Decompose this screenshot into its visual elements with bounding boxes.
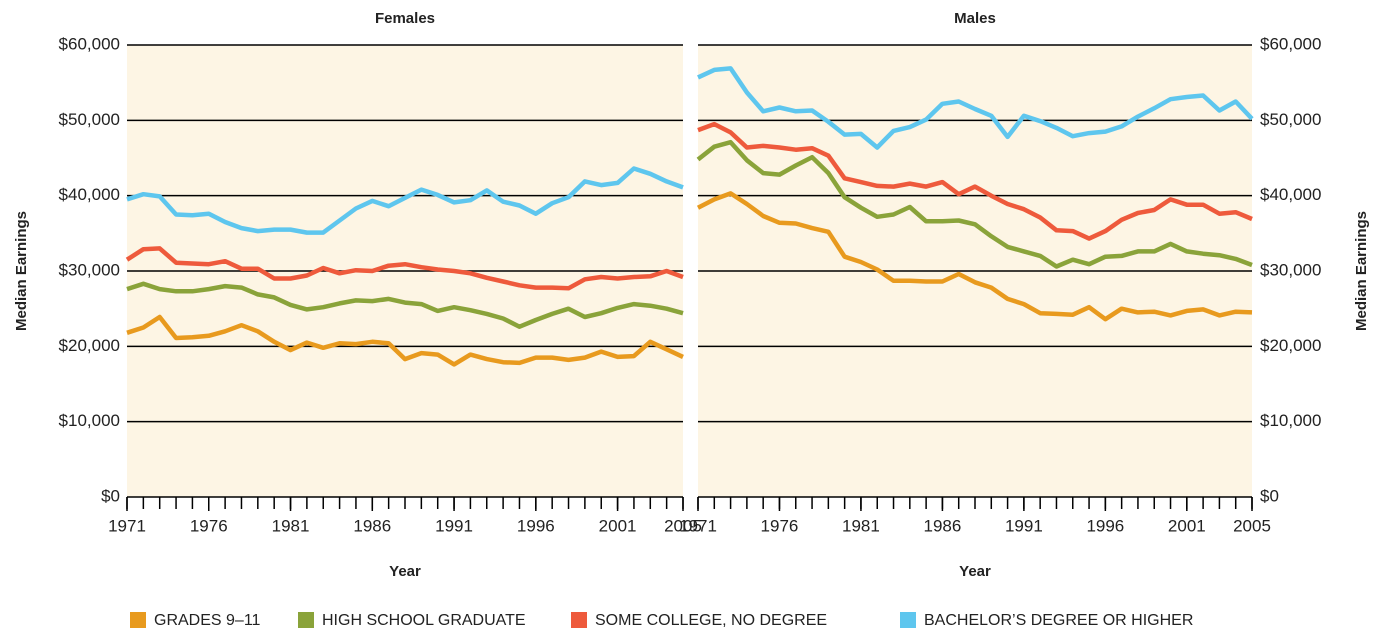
- x-tick-label: 1971: [108, 516, 146, 535]
- x-tick-label: 2001: [599, 516, 637, 535]
- legend-swatch: [900, 612, 916, 628]
- x-tick-label: 1981: [272, 516, 310, 535]
- x-tick-label: 1971: [679, 516, 717, 535]
- x-tick-label: 2005: [664, 516, 702, 535]
- y-tick-label: $30,000: [59, 260, 120, 279]
- legend-swatch: [571, 612, 587, 628]
- x-tick-label: 2001: [1168, 516, 1206, 535]
- series-line: [126, 314, 684, 367]
- y-tick-label: $60,000: [59, 34, 120, 53]
- panel-title: Males: [954, 10, 996, 27]
- legend-label: BACHELOR’S DEGREE OR HIGHER: [924, 612, 1193, 629]
- x-tick-label: 1996: [1086, 516, 1124, 535]
- y-tick-label: $0: [101, 486, 120, 505]
- x-tick-label: 2005: [1233, 516, 1271, 535]
- x-axis-title: Year: [389, 563, 421, 580]
- panel-title: Females: [375, 10, 435, 27]
- series-line: [696, 191, 1253, 322]
- x-tick-label: 1996: [517, 516, 555, 535]
- x-axis-title: Year: [959, 563, 991, 580]
- series-line: [696, 139, 1253, 269]
- x-tick-label: 1981: [842, 516, 880, 535]
- x-tick-label: 1991: [435, 516, 473, 535]
- y-tick-label: $0: [1260, 486, 1279, 505]
- y-axis-title: Median Earnings: [13, 211, 30, 331]
- y-tick-label: $20,000: [59, 336, 120, 355]
- legend-swatch: [130, 612, 146, 628]
- y-tick-label: $50,000: [1260, 110, 1321, 129]
- legend-label: GRADES 9–11: [154, 612, 261, 629]
- x-tick-label: 1986: [923, 516, 961, 535]
- y-tick-label: $60,000: [1260, 34, 1321, 53]
- x-tick-label: 1976: [190, 516, 228, 535]
- x-tick-label: 1976: [761, 516, 799, 535]
- legend-label: HIGH SCHOOL GRADUATE: [322, 612, 526, 629]
- series-line: [697, 121, 1253, 241]
- y-tick-label: $50,000: [59, 110, 120, 129]
- y-axis-title: Median Earnings: [1353, 211, 1370, 331]
- series-line: [697, 66, 1254, 150]
- y-tick-label: $30,000: [1260, 260, 1321, 279]
- y-tick-label: $40,000: [1260, 185, 1321, 204]
- y-tick-label: $10,000: [59, 411, 120, 430]
- y-tick-label: $20,000: [1260, 336, 1321, 355]
- y-tick-label: $40,000: [59, 185, 120, 204]
- series-line: [125, 246, 684, 291]
- x-tick-label: 1991: [1005, 516, 1043, 535]
- legend-swatch: [298, 612, 314, 628]
- legend-label: SOME COLLEGE, NO DEGREE: [595, 612, 827, 629]
- series-line: [126, 166, 684, 235]
- y-tick-label: $10,000: [1260, 411, 1321, 430]
- x-tick-label: 1986: [353, 516, 391, 535]
- series-line: [126, 281, 684, 329]
